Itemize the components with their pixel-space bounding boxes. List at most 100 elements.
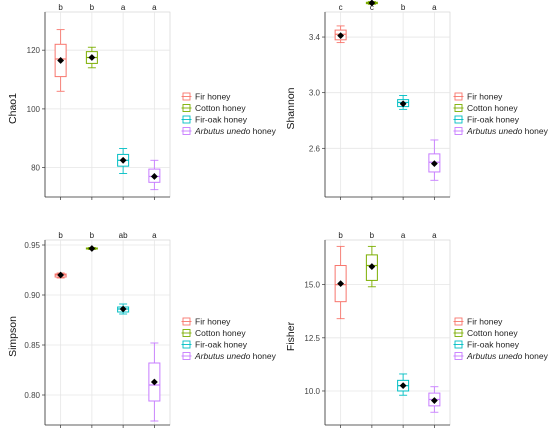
legend-label: Fir-oak honey	[195, 340, 248, 350]
box-fir-honey: b	[54, 231, 67, 279]
legend-item: Arbutus unedo honey	[453, 126, 549, 136]
significance-letter: b	[370, 231, 375, 240]
significance-letter: a	[401, 231, 406, 240]
legend-item: Fir honey	[181, 92, 231, 102]
mean-marker	[150, 378, 158, 386]
mean-marker	[430, 397, 438, 404]
mean-marker	[57, 271, 65, 279]
significance-letter: b	[338, 231, 343, 240]
legend-item: Cotton honey	[181, 103, 246, 113]
legend-label: Arbutus unedo honey	[466, 126, 549, 136]
mean-marker	[119, 305, 127, 313]
box-fir-honey: b	[54, 3, 67, 92]
legend-label: Fir honey	[467, 317, 503, 327]
significance-letter: b	[58, 3, 63, 12]
legend-label: Fir honey	[195, 92, 231, 102]
y-tick-label: 3.0	[309, 89, 321, 98]
plot-area	[44, 11, 171, 198]
legend-label: Cotton honey	[467, 328, 518, 338]
legend-item: Cotton honey	[453, 328, 518, 338]
y-tick-label: 0.80	[24, 391, 40, 400]
legend-label: Arbutus unedo honey	[194, 351, 277, 361]
significance-letter: b	[58, 231, 63, 240]
y-tick-label: 3.4	[309, 33, 321, 42]
mean-marker	[150, 173, 158, 180]
significance-letter: c	[339, 3, 343, 12]
legend-label: Fir honey	[467, 92, 503, 102]
legend-item: Arbutus unedo honey	[453, 351, 549, 361]
legend-item: Fir-oak honey	[181, 340, 248, 350]
significance-letter: b	[90, 3, 95, 12]
y-tick-label: 100	[27, 105, 41, 114]
box-cotton-honey: b	[85, 231, 98, 252]
legend-label: Cotton honey	[467, 103, 518, 113]
box-fir-oak-honey: ab	[117, 231, 130, 315]
box-fir-honey: c	[334, 3, 347, 44]
box-arbutus-unedo-honey: a	[428, 231, 441, 413]
significance-letter: a	[152, 231, 157, 240]
mean-marker	[337, 32, 345, 40]
significance-letter: b	[90, 231, 95, 240]
significance-letter: c	[370, 3, 374, 12]
legend-label: Cotton honey	[195, 328, 246, 338]
y-axis-label: Chao1	[7, 93, 19, 124]
legend-item: Arbutus unedo honey	[181, 351, 277, 361]
mean-marker	[88, 54, 96, 61]
significance-letter: ab	[119, 231, 128, 240]
mean-marker	[57, 57, 65, 64]
legend-label: Cotton honey	[195, 103, 246, 113]
y-tick-label: 0.90	[24, 291, 40, 300]
mean-marker	[399, 382, 407, 390]
box-arbutus-unedo-honey: a	[148, 231, 161, 422]
y-tick-label: 12.5	[304, 334, 320, 343]
legend-item: Fir honey	[181, 317, 231, 327]
legend-label: Arbutus unedo honey	[194, 126, 277, 136]
legend-label: Fir-oak honey	[195, 115, 248, 125]
legend-label: Fir honey	[195, 317, 231, 327]
y-axis-label: Fisher	[285, 321, 297, 351]
box-arbutus-unedo-honey: a	[148, 3, 161, 191]
box-cotton-honey: c	[365, 0, 378, 12]
y-tick-label: 0.95	[24, 241, 40, 250]
box-fir-oak-honey: a	[397, 231, 410, 396]
mean-marker	[368, 263, 376, 270]
significance-letter: a	[152, 3, 157, 12]
mean-marker	[399, 100, 407, 108]
box-cotton-honey: b	[365, 231, 378, 288]
legend-item: Fir honey	[453, 92, 503, 102]
legend-item: Fir-oak honey	[453, 340, 520, 350]
box-fir-oak-honey: a	[117, 3, 130, 174]
y-axis-label: Simpson	[7, 316, 19, 357]
legend-label: Fir-oak honey	[467, 340, 520, 350]
y-tick-label: 0.85	[24, 341, 40, 350]
legend-label: Fir-oak honey	[467, 115, 520, 125]
significance-letter: a	[432, 231, 437, 240]
mean-marker	[119, 156, 127, 164]
panel-simpson: 0.80 0.85 0.90 0.95 Simpson b b ab a Fir honeyCot…	[7, 231, 277, 428]
significance-letter: b	[401, 3, 406, 12]
mean-marker	[368, 0, 376, 7]
mean-marker	[430, 160, 438, 168]
y-tick-label: 15.0	[304, 281, 320, 290]
mean-marker	[88, 245, 96, 252]
mean-marker	[337, 280, 345, 287]
legend-item: Fir-oak honey	[453, 115, 520, 125]
legend-item: Cotton honey	[453, 103, 518, 113]
y-tick-label: 10.0	[304, 387, 320, 396]
significance-letter: a	[121, 3, 126, 12]
box-fir-honey: b	[334, 231, 347, 320]
box-cotton-honey: b	[85, 3, 98, 69]
significance-letter: a	[432, 3, 437, 12]
y-tick-label: 120	[27, 46, 41, 55]
y-tick-label: 2.6	[309, 144, 321, 153]
box-arbutus-unedo-honey: a	[428, 3, 441, 181]
legend-item: Cotton honey	[181, 328, 246, 338]
